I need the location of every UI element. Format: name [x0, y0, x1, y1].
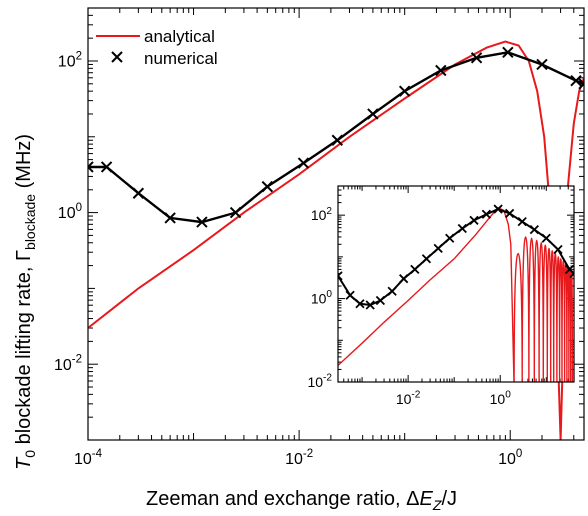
y-axis-title-var: T: [13, 456, 35, 470]
numerical-series-markers: [88, 46, 584, 228]
inset-numerical-data-point: [541, 233, 551, 243]
y-axis-title: T0 blockade lifting rate, Γblockade (MHz…: [13, 134, 38, 470]
inset-analytical-series-line: [338, 206, 574, 382]
x-axis-title: Zeeman and exchange ratio, ΔEZ/J: [146, 488, 457, 513]
legend-numerical-marker: [111, 51, 123, 63]
main-x-tick-label: 10-2: [285, 448, 313, 468]
inset-y-tick-label: 100: [311, 289, 333, 306]
inset-x-tick-label: 10-2: [396, 390, 421, 407]
x-axis-title-main: Zeeman and exchange ratio, Δ: [146, 488, 420, 510]
inset-y-tick-label: 102: [311, 206, 333, 223]
numerical-data-point: [435, 64, 447, 77]
inset-numerical-data-point: [529, 224, 539, 235]
main-y-tick-label: 102: [58, 50, 82, 70]
inset-numerical-data-point: [365, 300, 375, 310]
inset-numerical-data-point: [345, 290, 355, 300]
inset-numerical-data-point: [445, 233, 455, 243]
numerical-data-point: [100, 161, 113, 173]
inset-plot-frame: [337, 185, 575, 383]
inset-numerical-data-point: [469, 215, 479, 226]
main-plot-frame: [87, 7, 585, 441]
y-axis-title-mid: blockade lifting rate, Γ: [13, 250, 35, 450]
numerical-data-point: [196, 216, 208, 228]
main-axis-ticks: [87, 7, 585, 441]
y-axis-title-sub0: 0: [22, 450, 38, 458]
numerical-data-point: [570, 74, 582, 87]
inset-tick-labels: 10-2 100 10-2 100 102: [307, 206, 511, 407]
numerical-data-point: [229, 206, 242, 219]
main-x-tick-label: 100: [498, 448, 522, 468]
inset-numerical-data-point: [338, 271, 343, 281]
inset-numerical-series-line: [338, 208, 574, 307]
inset-numerical-data-point: [457, 223, 467, 234]
numerical-data-point: [502, 46, 514, 59]
inset-numerical-data-point: [355, 299, 365, 309]
inset-numerical-data-point: [410, 264, 420, 275]
numerical-data-point: [132, 187, 145, 199]
numerical-data-point: [578, 78, 584, 90]
numerical-data-point: [297, 157, 310, 169]
main-plot-area: 10-4 10-2 100 10-2 100 102: [54, 7, 585, 468]
inset-numerical-series-markers: [338, 204, 574, 310]
legend: analytical numerical: [96, 27, 218, 68]
numerical-data-point: [261, 180, 274, 193]
main-y-tick-label: 100: [58, 202, 82, 222]
inset-numerical-data-point: [375, 295, 386, 306]
inset-numerical-data-point: [481, 209, 492, 219]
numerical-data-point: [470, 52, 483, 64]
numerical-data-point: [331, 134, 343, 146]
numerical-data-point: [88, 161, 94, 173]
numerical-data-point: [164, 212, 176, 224]
inset-numerical-data-point: [399, 274, 409, 284]
inset-numerical-data-point: [553, 244, 563, 255]
inset-x-tick-label: 100: [490, 390, 512, 407]
inset-y-tick-label: 10-2: [307, 373, 332, 390]
numerical-data-point: [536, 58, 548, 71]
main-x-tick-label: 10-4: [74, 448, 103, 468]
main-y-tick-label: 10-2: [54, 354, 82, 374]
inset-numerical-data-point: [569, 268, 574, 279]
x-axis-title-var: E: [420, 488, 434, 510]
inset-numerical-data-point: [493, 204, 503, 214]
y-axis-title-sub: blockade: [22, 194, 38, 250]
y-axis-title-tail: (MHz): [13, 134, 35, 194]
inset-plot-area: 10-2 100 10-2 100 102: [307, 185, 575, 407]
legend-analytical-label: analytical: [144, 27, 215, 46]
inset-numerical-data-point: [517, 216, 527, 227]
inset-numerical-data-point: [433, 243, 443, 253]
legend-numerical-label: numerical: [144, 49, 218, 68]
numerical-data-point: [367, 108, 379, 120]
main-tick-labels: 10-4 10-2 100 10-2 100 102: [54, 50, 522, 468]
x-axis-title-tail: /J: [441, 488, 457, 510]
inset-numerical-data-point: [504, 208, 515, 219]
inset-numerical-data-point: [387, 286, 397, 296]
numerical-data-point: [398, 85, 411, 97]
x-axis-title-sub: Z: [432, 497, 442, 513]
inset-numerical-data-point: [421, 254, 432, 264]
